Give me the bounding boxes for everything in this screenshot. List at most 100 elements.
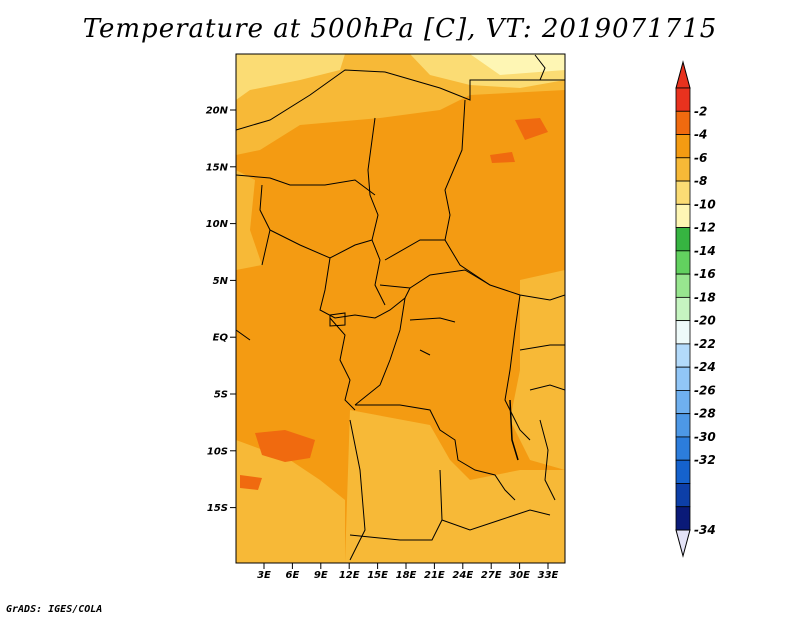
border-gabon-congo [329, 317, 356, 411]
colorbar-level-label: -6 [694, 151, 707, 165]
border-nigeria-cameroon [269, 229, 386, 306]
colorbar-swatch [675, 157, 691, 182]
border-angola-namibia [349, 469, 443, 541]
field-northwest-cool [236, 54, 345, 100]
colorbar-swatch [675, 110, 691, 135]
border-malawi [539, 419, 556, 501]
lon-tick-label: 21E [424, 570, 445, 581]
field-southwest-cool [236, 440, 345, 563]
lat-tick-label: 10N [206, 219, 229, 230]
colorbar-swatch [675, 250, 691, 275]
border-drc-east [504, 294, 531, 441]
footer-credit: GrADS: IGES/COLA [6, 604, 103, 615]
field-west-coast [236, 170, 262, 270]
border-congo-drc [354, 297, 406, 406]
lat-tick-label: 20N [206, 106, 229, 117]
lon-tick-label: 9E [314, 570, 328, 581]
colorbar-swatch [675, 320, 691, 345]
lon-tick-label: 30E [509, 570, 530, 581]
colorbar-level-label: -18 [694, 290, 716, 304]
colorbar-swatch [675, 203, 691, 228]
lat-tick-label: 10S [207, 446, 228, 457]
colorbar-swatch [675, 134, 691, 159]
colorbar-level-label: -32 [694, 453, 716, 467]
colorbar-swatch [675, 413, 691, 438]
field-east-cool [510, 270, 565, 470]
colorbar-level-label: -10 [694, 197, 716, 211]
colorbar-level-label: -34 [694, 523, 716, 537]
lon-tick-label: 27E [481, 570, 502, 581]
colorbar-level-label: -22 [694, 337, 716, 351]
colorbar-swatch [675, 483, 691, 508]
colorbar-level-label: -26 [694, 383, 716, 397]
lon-tick-label: 6E [286, 570, 300, 581]
border-sudan [444, 99, 565, 301]
border-angola-drc [355, 404, 516, 501]
border-eq-guinea [329, 312, 346, 327]
border-car-south [379, 269, 491, 289]
colorbar-swatch [675, 180, 691, 205]
country-borders [236, 54, 565, 561]
field-warm-patch-south [255, 430, 315, 462]
coast-fragment [236, 329, 251, 341]
colorbar-level-label: -8 [694, 174, 707, 188]
lon-tick-label: 15E [367, 570, 388, 581]
lon-tick-label: 3E [257, 570, 271, 581]
border-zambia-south [441, 509, 551, 531]
lat-tick-label: EQ [213, 333, 229, 344]
lake-river-2 [419, 349, 431, 356]
border-northern [236, 69, 565, 131]
map-title: Temperature at 500hPa [C], VT: 201907171… [82, 14, 718, 44]
colorbar-level-label: -2 [694, 104, 707, 118]
latitude-axis: 20N 15N 10N 5N EQ 5S 10S 15S [206, 106, 236, 514]
colorbar-swatch [675, 87, 691, 112]
border-congo-north [319, 257, 411, 319]
colorbar-level-label: -14 [694, 244, 716, 258]
lon-tick-label: 33E [538, 570, 559, 581]
border-sahel [236, 174, 376, 196]
nile-delta [534, 54, 546, 81]
colorbar-swatch [675, 296, 691, 322]
colorbar-level-label: -4 [694, 128, 707, 142]
lat-tick-label: 15S [207, 503, 228, 514]
colorbar-swatch [675, 366, 691, 391]
lake-tanganyika [509, 399, 519, 461]
border-benin [259, 184, 271, 266]
colorbar-level-label: -30 [694, 430, 716, 444]
lon-tick-label: 18E [396, 570, 417, 581]
border-angola-west [349, 419, 366, 561]
longitude-axis: 3E 6E 9E 12E 15E 18E 21E 24E 27E 30E 33E [257, 563, 559, 581]
colorbar-level-label: -24 [694, 360, 716, 374]
lake-river-1 [409, 317, 456, 323]
colorbar-level-label: -28 [694, 407, 716, 421]
colorbar-bottom-arrow [675, 529, 691, 558]
colorbar-swatch [675, 390, 691, 415]
colorbar-swatch [675, 227, 691, 252]
map-frame [235, 53, 566, 564]
colorbar-swatch [675, 436, 691, 461]
colorbar-level-label: -20 [694, 314, 716, 328]
lat-tick-label: 5N [213, 276, 229, 287]
field-southern-cool [345, 410, 565, 563]
field-warm-patch-southwest [240, 475, 262, 490]
colorbar-swatch [675, 506, 691, 531]
field-northeast-cooler [470, 54, 565, 75]
lon-tick-label: 24E [452, 570, 473, 581]
colorbar-swatch [675, 273, 691, 298]
temperature-field [236, 54, 565, 563]
lon-tick-label: 12E [339, 570, 360, 581]
colorbar: -2 -4 -6 -8 -10 -12 -14 -16 -18 -20 -22 -24 -26 -28 -3… [675, 60, 716, 558]
lat-tick-label: 5S [214, 390, 228, 401]
colorbar-level-label: -12 [694, 221, 716, 235]
field-warm-patch-northeast [515, 118, 548, 140]
border-uganda [519, 344, 565, 351]
border-tanzania [529, 384, 565, 391]
colorbar-level-label: -16 [694, 267, 716, 281]
border-chad-niger [367, 117, 379, 241]
field-warm-patch-northeast-2 [490, 152, 515, 163]
colorbar-swatch [675, 343, 691, 368]
lat-tick-label: 15N [206, 162, 229, 173]
colorbar-swatch [675, 459, 691, 484]
colorbar-top-arrow [675, 60, 691, 89]
